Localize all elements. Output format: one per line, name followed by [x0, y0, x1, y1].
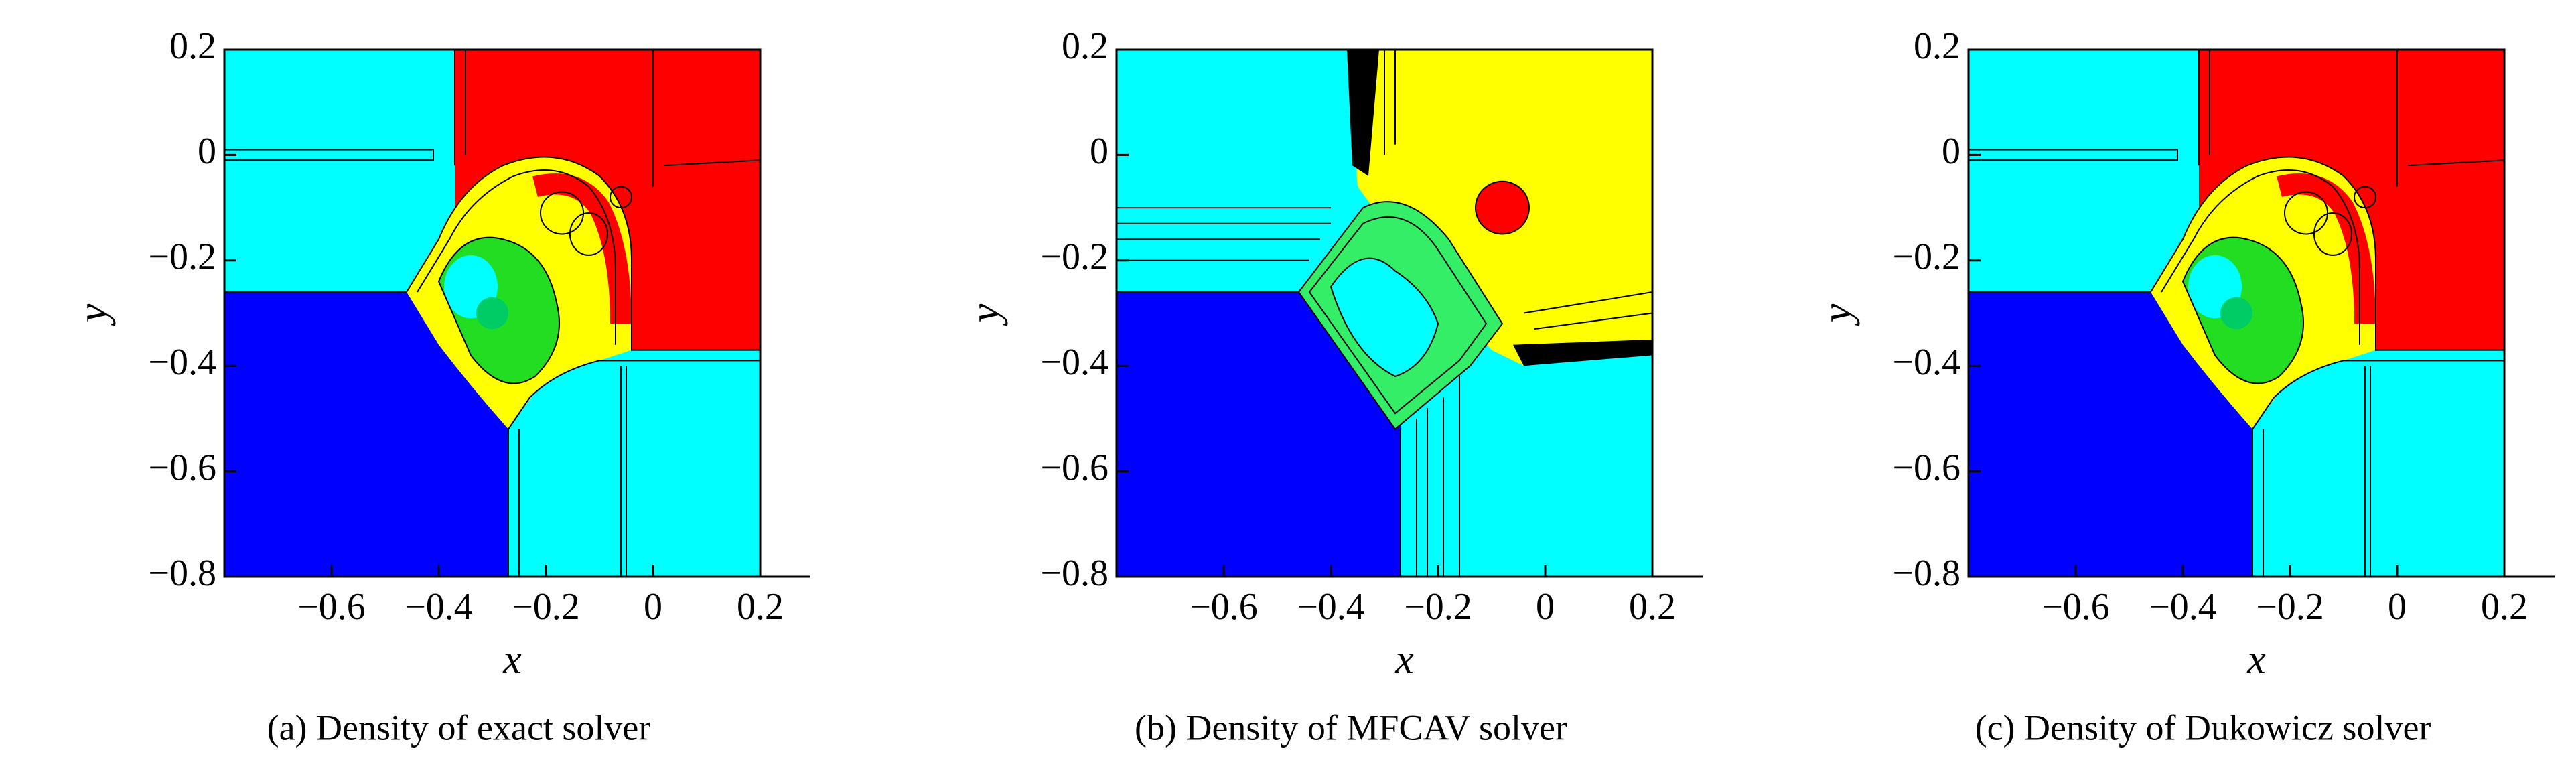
contour-field — [224, 50, 760, 577]
x-axis-label: x — [502, 637, 522, 683]
y-tick-label: −0.4 — [148, 342, 216, 383]
caption: (a) Density of exact solver — [267, 707, 651, 748]
x-tick-label: −0.2 — [512, 586, 580, 628]
panel: −0.6 −0.4 −0.2 0 0.2 −0.8 −0.6 −0.4 −0.2 0 0.2 x y (b… — [962, 25, 1703, 748]
y-tick-label: −0.8 — [1892, 553, 1960, 594]
y-tick-label: −0.2 — [1040, 236, 1108, 278]
x-axis-label: x — [1394, 637, 1414, 683]
x-tick-label: 0 — [1536, 586, 1555, 628]
y-tick-label: 0 — [198, 131, 216, 172]
x-axis-label: x — [2246, 637, 2266, 683]
y-tick-label: −0.8 — [1040, 553, 1108, 594]
contour-field — [1117, 50, 1652, 577]
x-tick-label: 0.2 — [2481, 586, 2528, 628]
x-tick-label: 0.2 — [737, 586, 784, 628]
y-tick-label: 0.2 — [1914, 25, 1960, 67]
x-tick-label: −0.6 — [297, 586, 366, 628]
x-tick-label: −0.6 — [2042, 586, 2110, 628]
y-tick-label: −0.6 — [1892, 447, 1960, 488]
y-tick-label: −0.6 — [1040, 447, 1108, 488]
x-tick-label: −0.4 — [1297, 586, 1365, 628]
x-tick-label: −0.6 — [1190, 586, 1258, 628]
panel: −0.6 −0.4 −0.2 0 0.2 −0.8 −0.6 −0.4 −0.2 0 0.2 x y (c… — [1814, 25, 2555, 748]
x-tick-label: −0.4 — [405, 586, 473, 628]
y-tick-label: 0.2 — [1062, 25, 1108, 67]
x-tick-label: 0 — [644, 586, 662, 628]
y-tick-label: −0.4 — [1892, 342, 1960, 383]
y-axis-label: y — [962, 303, 1008, 326]
panel: −0.6 −0.4 −0.2 0 0.2 −0.8 −0.6 −0.4 −0.2 0 0.2 x y (a… — [70, 25, 810, 748]
x-tick-label: −0.2 — [2256, 586, 2324, 628]
y-tick-label: −0.8 — [148, 553, 216, 594]
x-tick-label: −0.2 — [1404, 586, 1472, 628]
y-tick-label: 0.2 — [169, 25, 216, 67]
y-axis-label: y — [1814, 303, 1860, 326]
x-tick-label: −0.4 — [2149, 586, 2217, 628]
y-axis-label: y — [70, 303, 116, 326]
y-tick-label: −0.2 — [148, 236, 216, 278]
x-tick-label: 0 — [2388, 586, 2407, 628]
y-tick-label: 0 — [1090, 131, 1108, 172]
contour-field — [1969, 50, 2504, 577]
y-tick-label: −0.6 — [148, 447, 216, 488]
caption: (c) Density of Dukowicz solver — [1975, 707, 2431, 748]
y-tick-label: −0.4 — [1040, 342, 1108, 383]
y-tick-label: −0.2 — [1892, 236, 1960, 278]
x-tick-label: 0.2 — [1629, 586, 1676, 628]
caption: (b) Density of MFCAV solver — [1135, 707, 1567, 748]
y-tick-label: 0 — [1942, 131, 1960, 172]
